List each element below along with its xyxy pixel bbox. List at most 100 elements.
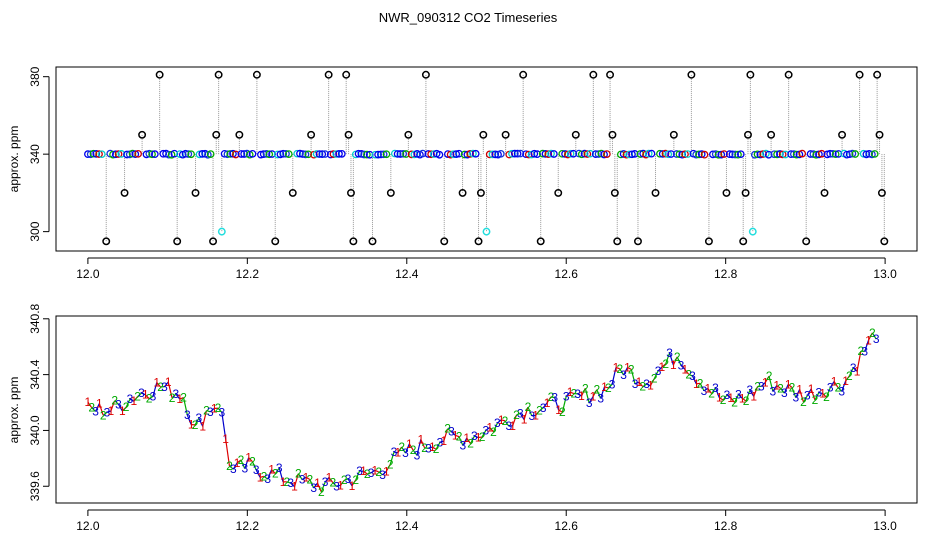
trend-segment — [829, 381, 835, 389]
trend-marker: 1 — [440, 434, 447, 448]
trend-marker: 1 — [108, 404, 115, 418]
spike-point — [875, 130, 884, 139]
baseline-point — [449, 150, 458, 159]
spike-point — [386, 188, 395, 197]
trend-segment — [110, 400, 116, 412]
baseline-point — [851, 150, 860, 158]
trend-segment — [558, 409, 563, 413]
baseline-point — [321, 150, 329, 158]
trend-marker: 2 — [800, 395, 807, 409]
trend-segment — [408, 443, 414, 451]
trend-marker: 1 — [85, 395, 92, 409]
trend-segment — [462, 437, 468, 446]
trend-segment — [504, 420, 510, 427]
spike-point — [610, 188, 619, 197]
trend-marker: 2 — [123, 400, 130, 414]
trend-marker: 2 — [582, 381, 589, 395]
baseline-point — [427, 150, 435, 159]
trend-marker: 3 — [356, 464, 363, 478]
trend-marker: 2 — [708, 387, 715, 401]
spike-point — [606, 70, 615, 79]
spike-point — [873, 70, 882, 79]
trend-marker: 3 — [551, 391, 558, 405]
trend-marker: 1 — [865, 333, 872, 347]
baseline-point — [435, 150, 444, 159]
trend-marker: 3 — [253, 463, 260, 477]
baseline-point — [226, 150, 235, 158]
trend-marker: 1 — [96, 397, 103, 411]
trend-segment — [501, 419, 506, 422]
baseline-point — [831, 150, 840, 159]
trend-marker: 3 — [230, 462, 237, 476]
trend-marker: 1 — [796, 382, 803, 396]
baseline-point — [591, 150, 600, 158]
trend-segment — [722, 394, 728, 401]
baseline-point — [304, 150, 313, 159]
baseline-point — [812, 150, 821, 159]
trend-marker: 2 — [502, 414, 509, 428]
trend-marker: 3 — [115, 397, 122, 411]
trend-marker: 3 — [724, 388, 731, 402]
trend-segment — [737, 394, 743, 399]
baseline-point — [826, 149, 834, 158]
trend-panel: approx. ppm 1231231231231231231231231231… — [7, 303, 918, 533]
trend-marker: 1 — [417, 432, 424, 446]
trend-marker: 2 — [306, 472, 313, 486]
trend-marker: 3 — [402, 446, 409, 460]
trend-segment — [684, 368, 690, 375]
trend-segment — [428, 446, 433, 449]
baseline-point — [776, 150, 784, 158]
trend-marker: 3 — [678, 358, 685, 372]
spike-panel-x-tick-label: 12.4 — [395, 267, 419, 281]
trend-marker: 3 — [368, 466, 375, 480]
trend-segment — [202, 410, 208, 427]
trend-segment — [676, 356, 682, 366]
baseline-point — [399, 149, 408, 158]
baseline-point — [466, 150, 475, 158]
trend-marker: 2 — [697, 376, 704, 390]
spike-point — [342, 70, 351, 79]
trend-segment — [443, 428, 449, 442]
trend-segment — [114, 400, 119, 405]
trend-segment — [730, 397, 736, 403]
baseline-point — [656, 149, 664, 158]
trend-marker: 3 — [127, 392, 134, 406]
trend-segment — [370, 469, 376, 474]
baseline-point — [84, 150, 92, 158]
spike-point — [739, 237, 748, 246]
trend-segment — [741, 397, 747, 402]
trend-marker: 2 — [571, 387, 578, 401]
trend-segment — [776, 385, 781, 389]
trend-segment — [588, 396, 594, 404]
trend-marker: 3 — [218, 405, 225, 419]
trend-marker: 2 — [100, 408, 107, 422]
spike-point — [474, 237, 483, 246]
trend-segment — [607, 383, 613, 389]
trend-segment — [141, 392, 146, 396]
trend-marker: 3 — [735, 387, 742, 401]
trend-segment — [852, 367, 858, 372]
baseline-point — [600, 150, 608, 159]
trend-marker: 1 — [567, 385, 574, 399]
trend-segment — [98, 403, 104, 416]
trend-marker: 2 — [593, 383, 600, 397]
trend-segment — [286, 481, 291, 484]
baseline-point — [97, 150, 106, 159]
trend-marker: 3 — [861, 344, 868, 358]
trend-segment — [332, 482, 338, 487]
trend-marker: 1 — [486, 420, 493, 434]
trend-marker: 2 — [318, 485, 325, 499]
trend-segment — [439, 440, 444, 444]
trend-segment — [492, 422, 498, 433]
trend-segment — [293, 473, 299, 487]
trend-segment — [787, 383, 793, 388]
trend-marker: 3 — [517, 406, 524, 420]
trend-marker: 3 — [758, 379, 765, 393]
baseline-point — [778, 150, 787, 159]
trend-marker: 2 — [467, 437, 474, 451]
trend-segment — [561, 396, 567, 413]
trend-marker: 1 — [544, 396, 551, 410]
baseline-point — [725, 150, 734, 159]
spike-point — [536, 237, 545, 246]
trend-segment — [290, 482, 295, 488]
